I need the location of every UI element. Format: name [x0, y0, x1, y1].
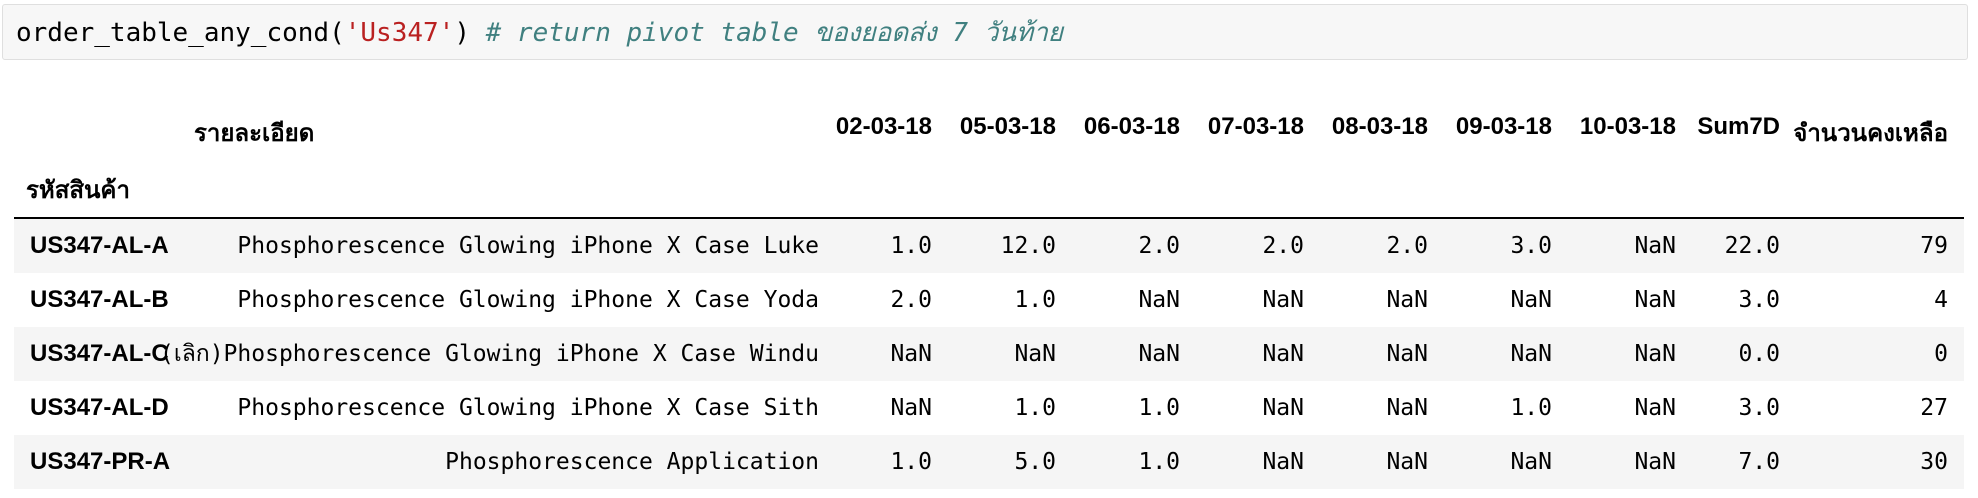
table-cell: NaN — [1634, 449, 1676, 475]
table-cell: NaN — [1634, 233, 1676, 259]
column-header: 05-03-18 — [959, 113, 1056, 140]
column-header: 09-03-18 — [1455, 113, 1552, 140]
table-cell: NaN — [1386, 395, 1428, 421]
table-cell: NaN — [1634, 395, 1676, 421]
row-index: US347-AL-D — [30, 394, 169, 421]
table-cell: NaN — [1634, 341, 1676, 367]
column-header: 08-03-18 — [1331, 113, 1428, 140]
table-cell: 12.0 — [1000, 233, 1056, 259]
table-cell: NaN — [1138, 341, 1180, 367]
row-description: Phosphorescence Glowing iPhone X Case Lu… — [237, 233, 819, 259]
table-cell: NaN — [1262, 395, 1304, 421]
table-cell: 79 — [1920, 233, 1948, 259]
table-cell: 1.0 — [1014, 395, 1056, 421]
table-cell: NaN — [1386, 341, 1428, 367]
header-divider — [14, 217, 1964, 219]
row-index: US347-PR-A — [30, 448, 171, 475]
table-cell: 3.0 — [1738, 395, 1780, 421]
row-index: US347-AL-B — [30, 286, 169, 313]
table-cell: 7.0 — [1738, 449, 1780, 475]
table-row: US347-AL-D Phosphorescence Glowing iPhon… — [14, 381, 1964, 435]
row-description: Phosphorescence Glowing iPhone X Case Si… — [237, 395, 819, 421]
table-cell: 1.0 — [1014, 287, 1056, 313]
table-cell: NaN — [1510, 341, 1552, 367]
column-header: 10-03-18 — [1579, 113, 1676, 140]
table-cell: NaN — [1014, 341, 1056, 367]
table-cell: NaN — [890, 341, 932, 367]
table-cell: 0 — [1934, 341, 1948, 367]
code-function-call: order_table_any_cond( — [16, 18, 345, 48]
table-cell: 30 — [1920, 449, 1948, 475]
column-header: Sum7D — [1697, 113, 1780, 140]
table-cell: 4 — [1934, 287, 1948, 313]
table-cell: 5.0 — [1014, 449, 1056, 475]
table-cell: 1.0 — [1138, 449, 1180, 475]
code-comment: # return pivot table ของยอดส่ง 7 วันท้าย — [485, 18, 1064, 48]
column-header: จำนวนคงเหลือ — [1793, 120, 1948, 147]
table-cell: NaN — [1138, 287, 1180, 313]
table-cell: NaN — [1510, 287, 1552, 313]
table-cell: 1.0 — [890, 233, 932, 259]
table-cell: NaN — [890, 395, 932, 421]
desc-column-header: รายละเอียด — [194, 120, 315, 147]
row-index: US347-AL-A — [30, 232, 169, 259]
table-cell: 22.0 — [1724, 233, 1780, 259]
table-cell: 1.0 — [890, 449, 932, 475]
column-header: 07-03-18 — [1207, 113, 1304, 140]
code-cell[interactable]: order_table_any_cond('Us347') # return p… — [2, 4, 1968, 60]
row-description: Phosphorescence Application — [445, 449, 819, 475]
row-index: US347-AL-C — [30, 340, 169, 367]
table-cell: NaN — [1262, 449, 1304, 475]
table-cell: 1.0 — [1510, 395, 1552, 421]
table-row: US347-AL-B Phosphorescence Glowing iPhon… — [14, 273, 1964, 327]
table-cell: NaN — [1262, 287, 1304, 313]
table-cell: NaN — [1634, 287, 1676, 313]
table-cell: 0.0 — [1738, 341, 1780, 367]
table-row: US347-PR-A Phosphorescence Application 1… — [14, 435, 1964, 489]
table-cell: 2.0 — [1138, 233, 1180, 259]
index-name-header: รหัสสินค้า — [26, 177, 130, 204]
table-cell: 3.0 — [1510, 233, 1552, 259]
table-cell: NaN — [1510, 449, 1552, 475]
column-header: 02-03-18 — [835, 113, 932, 140]
code-close-paren: ) — [454, 18, 470, 48]
table-row: US347-AL-C (เลิก)Phosphorescence Glowing… — [14, 327, 1964, 381]
table-cell: NaN — [1386, 449, 1428, 475]
table-row: US347-AL-A Phosphorescence Glowing iPhon… — [14, 219, 1964, 273]
table-cell: 3.0 — [1738, 287, 1780, 313]
table-cell: 27 — [1920, 395, 1948, 421]
table-cell: 1.0 — [1138, 395, 1180, 421]
table-cell: 2.0 — [1386, 233, 1428, 259]
row-description: (เลิก)Phosphorescence Glowing iPhone X C… — [159, 341, 819, 367]
table-cell: NaN — [1386, 287, 1428, 313]
table-cell: 2.0 — [890, 287, 932, 313]
column-header: 06-03-18 — [1083, 113, 1180, 140]
table-cell: 2.0 — [1262, 233, 1304, 259]
code-string-arg: 'Us347' — [344, 18, 455, 48]
table-cell: NaN — [1262, 341, 1304, 367]
row-description: Phosphorescence Glowing iPhone X Case Yo… — [237, 287, 819, 313]
